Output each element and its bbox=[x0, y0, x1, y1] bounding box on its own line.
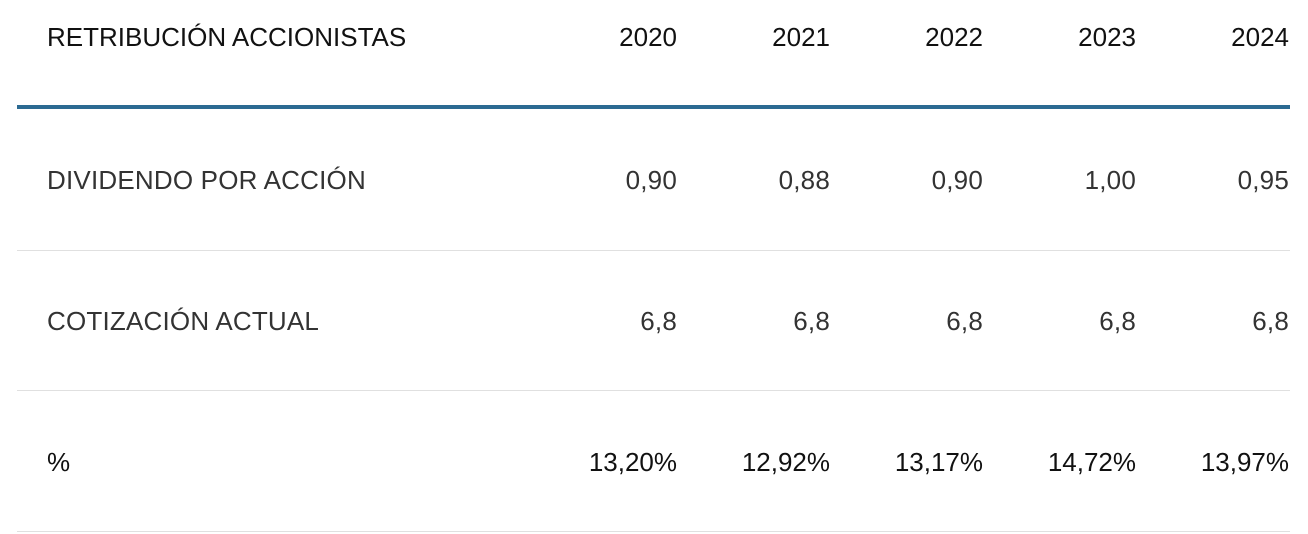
header-year: 2020 bbox=[619, 22, 677, 52]
header-year: 2023 bbox=[1078, 22, 1136, 52]
row-label: COTIZACIÓN ACTUAL bbox=[47, 306, 320, 336]
header-title: RETRIBUCIÓN ACCIONISTAS bbox=[47, 22, 407, 52]
row-label: % bbox=[47, 447, 71, 477]
cell-value: 6,8 bbox=[793, 306, 830, 336]
cell-value: 12,92% bbox=[741, 447, 830, 477]
cell-value: 0,90 bbox=[931, 165, 983, 195]
header-year: 2022 bbox=[925, 22, 983, 52]
cell-value: 13,20% bbox=[588, 447, 677, 477]
header-year: 2021 bbox=[772, 22, 830, 52]
row-separator bbox=[17, 250, 1290, 251]
cell-value: 6,8 bbox=[1252, 306, 1289, 336]
cell-value: 0,88 bbox=[778, 165, 830, 195]
cell-value: 13,17% bbox=[894, 447, 983, 477]
row-separator bbox=[17, 531, 1290, 532]
cell-value: 13,97% bbox=[1200, 447, 1289, 477]
row-separator bbox=[17, 390, 1290, 391]
cell-value: 14,72% bbox=[1047, 447, 1136, 477]
header-rule bbox=[17, 105, 1290, 109]
cell-value: 0,90 bbox=[625, 165, 677, 195]
cell-value: 0,95 bbox=[1237, 165, 1289, 195]
cell-value: 6,8 bbox=[1099, 306, 1136, 336]
row-label: DIVIDENDO POR ACCIÓN bbox=[47, 165, 366, 195]
cell-value: 1,00 bbox=[1084, 165, 1136, 195]
cell-value: 6,8 bbox=[640, 306, 677, 336]
cell-value: 6,8 bbox=[946, 306, 983, 336]
header-year: 2024 bbox=[1231, 22, 1289, 52]
